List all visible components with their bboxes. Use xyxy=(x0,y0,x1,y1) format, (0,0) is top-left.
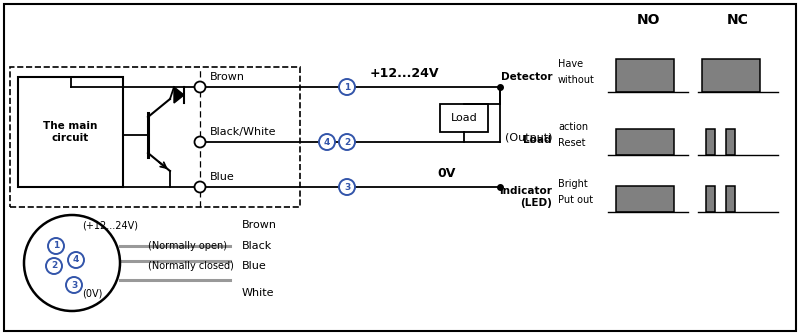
Circle shape xyxy=(66,277,82,293)
Text: 3: 3 xyxy=(344,183,350,192)
Bar xyxy=(616,129,674,155)
Circle shape xyxy=(48,238,64,254)
Circle shape xyxy=(319,134,335,150)
Text: Load: Load xyxy=(450,113,478,123)
Text: NC: NC xyxy=(727,13,749,27)
Text: Put out: Put out xyxy=(558,195,593,205)
Text: Have: Have xyxy=(558,59,583,69)
Text: +12...24V: +12...24V xyxy=(370,67,439,80)
Text: Black: Black xyxy=(242,241,272,251)
Circle shape xyxy=(339,179,355,195)
Text: 4: 4 xyxy=(324,137,330,146)
Text: Blue: Blue xyxy=(210,172,234,182)
Bar xyxy=(726,129,735,155)
Text: 3: 3 xyxy=(71,280,77,289)
Text: Load: Load xyxy=(523,135,552,145)
Text: Detector: Detector xyxy=(501,72,552,82)
Text: 4: 4 xyxy=(73,256,79,265)
Text: (Normally closed): (Normally closed) xyxy=(148,261,234,271)
Bar xyxy=(706,186,715,212)
Text: The main
circuit: The main circuit xyxy=(43,121,98,143)
Circle shape xyxy=(68,252,84,268)
Bar xyxy=(440,104,488,132)
Bar xyxy=(726,186,735,212)
Bar xyxy=(706,129,715,155)
Text: 0V: 0V xyxy=(437,167,455,180)
Bar xyxy=(18,77,123,187)
Text: Blue: Blue xyxy=(242,261,266,271)
Text: indicator
(LED): indicator (LED) xyxy=(499,186,552,208)
Circle shape xyxy=(194,81,206,92)
Bar xyxy=(702,59,760,92)
Text: (0V): (0V) xyxy=(82,288,102,298)
Bar xyxy=(616,59,674,92)
Bar xyxy=(10,67,300,207)
Circle shape xyxy=(339,134,355,150)
Text: (+12...24V): (+12...24V) xyxy=(82,220,138,230)
Text: (Output): (Output) xyxy=(505,133,553,143)
Text: 1: 1 xyxy=(344,82,350,91)
Bar xyxy=(616,186,674,212)
Text: 2: 2 xyxy=(344,137,350,146)
Circle shape xyxy=(194,182,206,193)
Text: action: action xyxy=(558,122,588,132)
Text: White: White xyxy=(242,288,274,298)
Circle shape xyxy=(194,136,206,147)
Circle shape xyxy=(339,79,355,95)
Text: 1: 1 xyxy=(53,242,59,251)
Text: Bright: Bright xyxy=(558,179,588,189)
Text: Black/White: Black/White xyxy=(210,127,277,137)
Text: Brown: Brown xyxy=(210,72,245,82)
Text: 2: 2 xyxy=(51,262,57,270)
Polygon shape xyxy=(174,87,184,103)
Circle shape xyxy=(46,258,62,274)
Text: without: without xyxy=(558,75,595,85)
Circle shape xyxy=(24,215,120,311)
Text: Reset: Reset xyxy=(558,138,586,148)
Text: (Normally open): (Normally open) xyxy=(148,241,227,251)
Text: Brown: Brown xyxy=(242,220,277,230)
Text: NO: NO xyxy=(636,13,660,27)
